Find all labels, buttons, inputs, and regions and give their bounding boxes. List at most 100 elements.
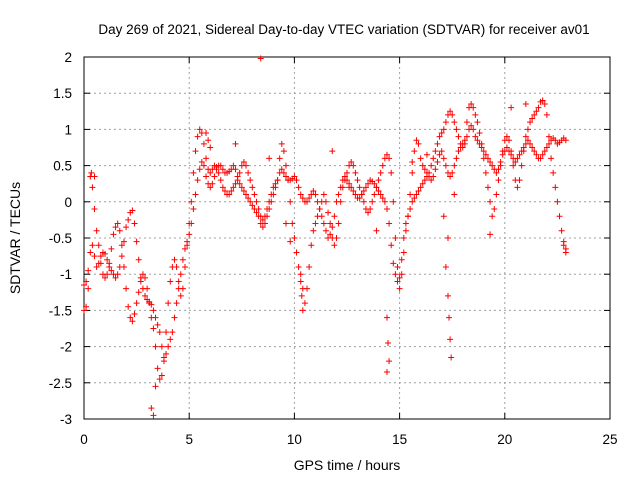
data-point-track-b [539, 97, 546, 104]
data-point-track-b [545, 133, 552, 140]
data-point-track-b [152, 343, 159, 350]
data-point-outliers [444, 235, 451, 241]
data-point-track-b [192, 148, 199, 155]
data-point-track-b [268, 191, 275, 198]
data-point-track-a [156, 329, 163, 336]
data-point-track-b [118, 242, 125, 249]
data-point-track-a [392, 271, 399, 278]
data-point-track-b [266, 198, 273, 205]
data-point-track-b [356, 184, 363, 191]
data-point-track-a [293, 177, 300, 184]
data-point-outliers [150, 412, 157, 419]
data-point-track-b [125, 303, 132, 310]
data-point-track-a [529, 144, 536, 151]
data-point-track-b [232, 180, 239, 187]
data-point-track-b [510, 162, 517, 169]
data-point-track-b [421, 166, 428, 173]
data-point-track-a [112, 274, 119, 281]
data-point-outliers [373, 227, 380, 234]
data-point-track-b [163, 329, 170, 336]
data-point-track-b [430, 173, 437, 180]
data-point-outliers [148, 405, 155, 412]
data-point-track-a [432, 148, 439, 155]
data-point-track-b [497, 162, 504, 169]
data-point-track-b [344, 169, 350, 176]
data-point-track-a [514, 155, 521, 162]
data-point-track-a [407, 206, 414, 213]
data-point-track-b [411, 148, 418, 155]
data-point-track-b [144, 285, 151, 292]
data-point-track-b [476, 130, 483, 137]
data-point-track-b [398, 271, 405, 278]
data-point-track-a [533, 151, 540, 158]
data-point-track-b [457, 144, 464, 151]
data-point-track-b [221, 187, 228, 194]
data-point-track-a [203, 173, 210, 180]
data-point-track-a [219, 166, 226, 173]
data-point-track-b [543, 111, 550, 118]
data-point-track-b [186, 220, 193, 227]
x-tick-label: 15 [392, 432, 407, 447]
data-point-track-a [209, 180, 216, 187]
data-point-track-b [360, 198, 367, 205]
data-point-track-b [312, 220, 319, 227]
grid-lines [84, 57, 610, 419]
data-point-track-a [261, 220, 268, 227]
data-point-track-a [299, 195, 306, 202]
data-point-track-b [234, 177, 241, 184]
data-point-track-a [230, 162, 237, 169]
data-point-track-a [135, 256, 142, 263]
y-tick-label: -1.5 [49, 303, 72, 318]
data-point-track-b [554, 198, 561, 205]
data-point-track-b [432, 166, 439, 173]
data-point-track-a [245, 195, 252, 202]
data-point-track-b [293, 249, 300, 256]
data-point-track-a [211, 173, 218, 180]
data-point-track-a [186, 231, 193, 238]
data-point-track-a [312, 191, 319, 198]
data-point-track-b [419, 162, 426, 169]
data-point-track-b [230, 184, 237, 191]
data-point-track-b [240, 158, 247, 165]
x-tick-label: 20 [497, 432, 512, 447]
data-point-track-a [335, 191, 342, 198]
data-point-outliers [91, 173, 98, 180]
data-point-track-a [192, 191, 199, 198]
x-tick-label: 0 [80, 432, 88, 447]
data-point-track-b [335, 220, 342, 227]
data-point-track-b [97, 260, 104, 267]
data-point-track-b [274, 177, 281, 184]
data-point-track-a [400, 235, 407, 241]
data-point-outliers [447, 336, 454, 343]
data-point-track-b [451, 162, 458, 169]
data-point-track-a [131, 220, 138, 227]
data-point-track-a [411, 195, 418, 202]
data-point-track-a [419, 180, 426, 187]
data-point-track-a [120, 238, 127, 245]
data-point-track-a [352, 191, 359, 198]
data-point-track-a [196, 166, 203, 173]
data-point-track-b [354, 177, 361, 184]
data-point-outliers [282, 220, 289, 227]
data-point-track-a [123, 224, 130, 231]
data-point-track-b [160, 358, 167, 365]
data-point-track-b [482, 169, 489, 176]
x-tick-label: 10 [287, 432, 302, 447]
data-point-track-b [287, 198, 294, 205]
y-axis-label: SDTVAR / TECUs [7, 182, 23, 294]
data-point-outliers [409, 158, 416, 165]
data-point-track-b [415, 140, 422, 147]
data-point-outliers [287, 238, 294, 245]
data-point-outliers [562, 245, 569, 252]
data-point-track-b [506, 137, 513, 144]
data-point-track-a [198, 158, 205, 165]
data-point-track-b [405, 213, 412, 220]
data-point-track-b [396, 285, 403, 292]
data-point-track-a [232, 166, 239, 173]
data-point-track-b [529, 115, 536, 122]
data-point-track-a [297, 191, 304, 198]
data-point-track-b [407, 191, 414, 198]
data-point-outliers [383, 368, 390, 375]
data-point-track-a [104, 256, 111, 263]
data-point-track-a [154, 321, 161, 328]
